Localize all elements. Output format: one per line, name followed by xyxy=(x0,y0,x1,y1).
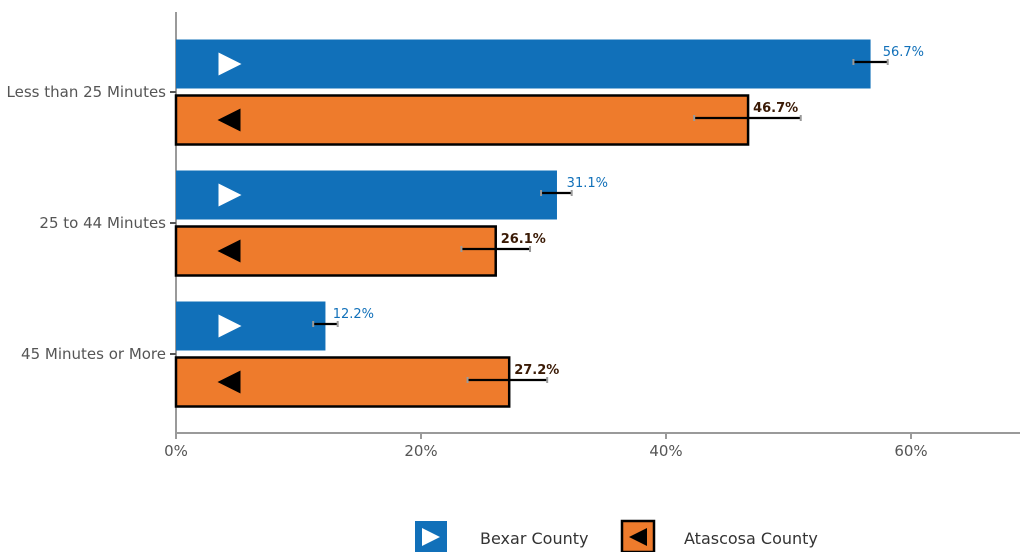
bar-marker-icon xyxy=(218,314,242,338)
category-label: Less than 25 Minutes xyxy=(7,83,167,101)
category-label: 45 Minutes or More xyxy=(21,345,166,363)
legend-item-bexar: Bexar County xyxy=(415,521,588,552)
x-tick-label: 40% xyxy=(649,442,682,460)
x-tick-label: 0% xyxy=(164,442,188,460)
legend-label: Atascosa County xyxy=(684,529,818,548)
axes: 0% 20% 40% 60% Less than 25 Minutes 25 to 44 … xyxy=(7,12,1020,460)
data-label: 31.1% xyxy=(567,176,608,191)
data-label: 46.7% xyxy=(753,101,798,116)
bar-marker-icon xyxy=(217,108,241,132)
bar-bexar xyxy=(176,301,326,351)
bar-atascosa xyxy=(174,94,750,146)
bars: 56.7% 31.1% 12.2% 46.7% 26.1% 27.2% xyxy=(174,39,924,408)
bar-marker-icon xyxy=(217,370,241,394)
data-label: 56.7% xyxy=(883,45,924,60)
legend: Bexar County Atascosa County xyxy=(415,519,818,552)
bar-marker-icon xyxy=(217,239,241,263)
bar-bexar xyxy=(176,39,871,89)
bar-marker-icon xyxy=(218,183,242,207)
legend-marker-icon xyxy=(629,528,647,546)
data-label: 27.2% xyxy=(514,363,559,378)
category-label: 25 to 44 Minutes xyxy=(39,214,166,232)
legend-label: Bexar County xyxy=(480,529,588,548)
data-label: 12.2% xyxy=(333,307,374,322)
x-tick-label: 60% xyxy=(894,442,927,460)
data-label: 26.1% xyxy=(501,232,546,247)
legend-item-atascosa: Atascosa County xyxy=(620,519,818,552)
bar-marker-icon xyxy=(218,52,242,76)
legend-marker-icon xyxy=(422,528,440,546)
x-tick-label: 20% xyxy=(404,442,437,460)
